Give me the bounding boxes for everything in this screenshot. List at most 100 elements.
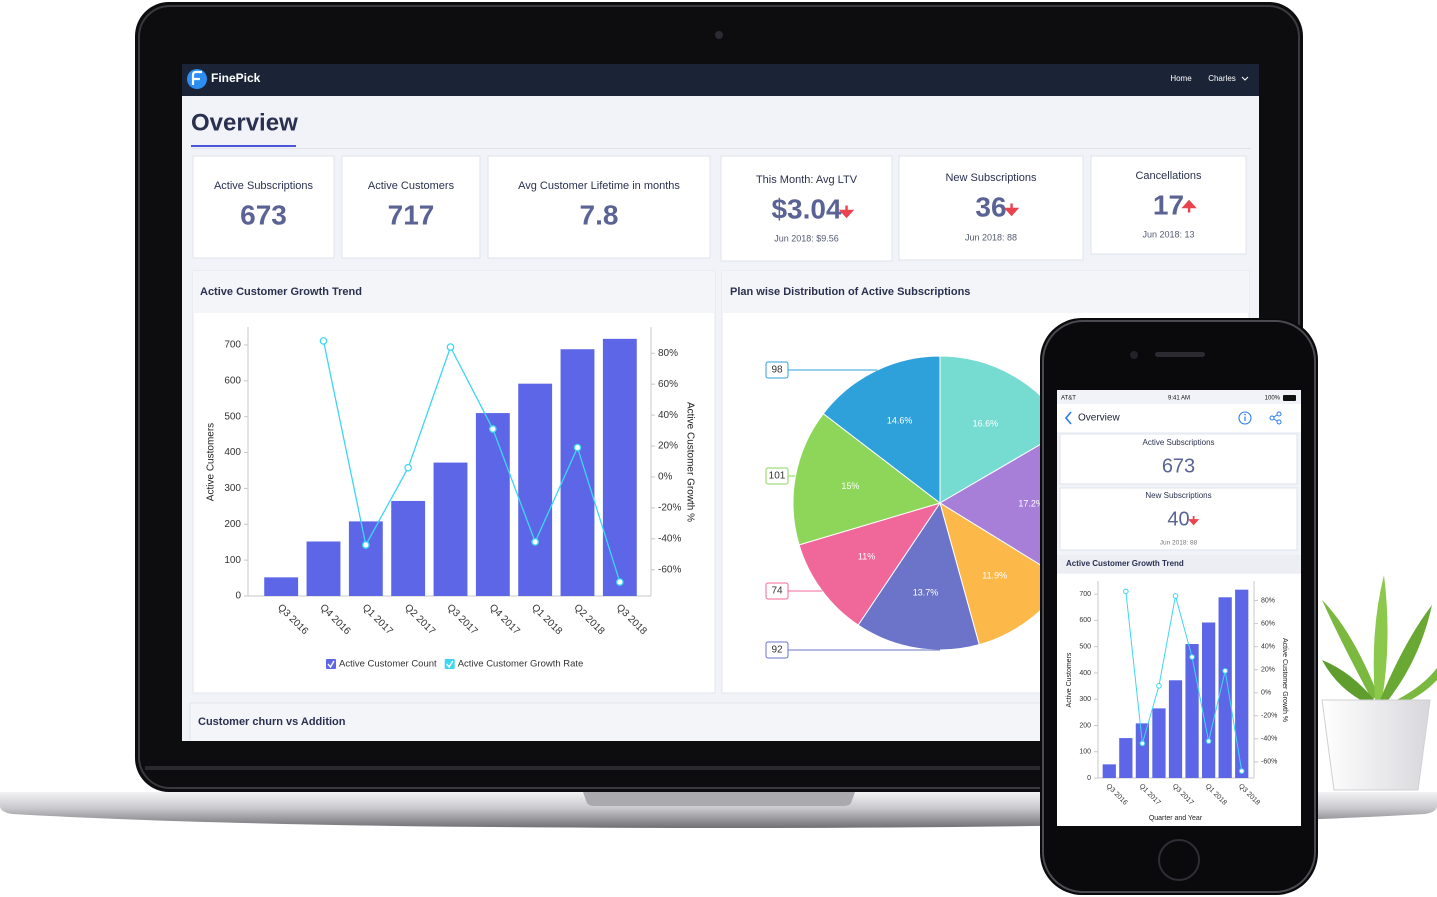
kpi-card (487, 155, 711, 259)
y2-tick-label: 80% (658, 348, 678, 359)
y-tick-label: 0 (235, 591, 241, 602)
kpi-label: Active Subscriptions (1142, 438, 1214, 447)
y2-tick-label: -20% (1261, 713, 1277, 720)
y2-tick-label: -40% (658, 533, 681, 544)
share-button[interactable] (1269, 411, 1282, 425)
kpi-card (720, 155, 893, 262)
leaf (1322, 660, 1376, 705)
trend-arrow (838, 205, 855, 219)
kpi-value: 40 (1167, 508, 1189, 530)
y2-tick-label: 80% (1261, 597, 1275, 604)
line-point (1156, 683, 1162, 689)
line-point (615, 578, 624, 586)
kpi-value: 673 (1162, 455, 1195, 477)
kpi-value: 36 (975, 191, 1006, 222)
nav-user[interactable]: Charles (1208, 74, 1236, 83)
kpi-label: This Month: Avg LTV (756, 174, 858, 186)
navbar (182, 64, 1259, 96)
callout-label: 74 (771, 586, 783, 597)
y2-tick-label: 20% (1261, 667, 1275, 674)
y2-tick-label: 60% (658, 379, 678, 390)
y-tick-label: 600 (224, 375, 241, 386)
pie-slice (822, 355, 941, 505)
nav-home[interactable]: Home (1170, 74, 1192, 83)
line-point (404, 463, 413, 472)
y-tick-label: 200 (1079, 722, 1091, 729)
leaf (1322, 600, 1378, 700)
kpi-value: 673 (240, 199, 287, 230)
y-tick-label: 100 (1079, 749, 1091, 756)
y2-tick-label: -60% (658, 564, 681, 575)
heading-underline (191, 145, 296, 147)
slice-label: 15% (841, 481, 859, 491)
legend-check (446, 660, 454, 669)
kpi-card (1059, 433, 1298, 485)
laptop-hinge-line (145, 766, 1293, 770)
share-node (1276, 411, 1282, 417)
share-links (1273, 414, 1278, 422)
legend-label: Active Customer Growth Rate (458, 659, 584, 670)
phone-home-button[interactable] (1158, 839, 1200, 881)
phone-screen: AT&T 9:41 AM 100% Overview Active Subscr… (1057, 390, 1301, 826)
y2-tick-label: -40% (1261, 736, 1277, 743)
status-carrier: AT&T (1061, 396, 1076, 402)
kpi-value: 7.8 (580, 199, 619, 230)
kpi-note: Jun 2018: $9.56 (774, 233, 839, 243)
slice-label: 14.6% (887, 416, 913, 426)
phone-header (1057, 404, 1301, 432)
line-point (1123, 588, 1129, 595)
kpi-label: New Subscriptions (945, 172, 1037, 184)
panel-header (193, 271, 715, 313)
bar (602, 338, 637, 596)
y-tick-label: 300 (1079, 696, 1091, 703)
line-point (446, 343, 455, 351)
back-button[interactable] (1064, 411, 1072, 425)
bar (391, 500, 426, 596)
slice-label: 11.9% (982, 570, 1007, 580)
line-point (573, 443, 582, 452)
y-tick-label: 500 (1079, 644, 1091, 651)
info-button[interactable] (1238, 411, 1252, 425)
panel-title: Customer churn vs Addition (198, 716, 346, 728)
callout-label: 98 (771, 365, 783, 376)
y-tick-label: 500 (224, 411, 241, 422)
bar (475, 413, 510, 596)
plant-pot (1321, 699, 1431, 791)
line (322, 340, 621, 583)
page-heading: Overview (191, 109, 298, 136)
x-axis-title: Quarter and Year (1149, 815, 1203, 822)
y-tick-label: 0 (1087, 775, 1091, 782)
line-point (1189, 654, 1195, 660)
battery-icon (1283, 395, 1296, 401)
bar (306, 541, 341, 596)
brand-name: FinePick (211, 71, 261, 85)
brand-logo-mark (191, 70, 202, 85)
y-tick-label: 700 (224, 340, 241, 351)
legend-check (327, 660, 335, 669)
status-battery: 100% (1265, 396, 1281, 402)
kpi-card (1090, 155, 1247, 255)
phone-camera (1130, 351, 1138, 359)
phone-section-title: Active Customer Growth Trend (1066, 559, 1184, 568)
info-glyph (1244, 416, 1246, 421)
bar (1168, 680, 1183, 778)
line-point (1238, 768, 1245, 774)
y-tick-label: 700 (1079, 591, 1091, 598)
kpi-value: $3.04 (771, 193, 841, 224)
bar (1135, 723, 1150, 778)
y-tick-label: 400 (224, 447, 241, 458)
slice-label: 16.6% (973, 418, 999, 428)
kpi-note: Jun 2018: 88 (1160, 540, 1198, 547)
y2-tick-label: -60% (1261, 759, 1277, 766)
callout-box (765, 361, 789, 379)
kpi-card (192, 155, 335, 259)
bar (1235, 589, 1249, 778)
kpi-note: Jun 2018: 13 (1142, 229, 1194, 239)
kpi-card (1059, 487, 1298, 551)
kpi-card (898, 155, 1084, 261)
y-tick-label: 200 (224, 519, 241, 530)
pie-slice (857, 501, 980, 651)
slice-label: 17.2% (1018, 499, 1044, 509)
phone-edge (1042, 320, 1316, 893)
